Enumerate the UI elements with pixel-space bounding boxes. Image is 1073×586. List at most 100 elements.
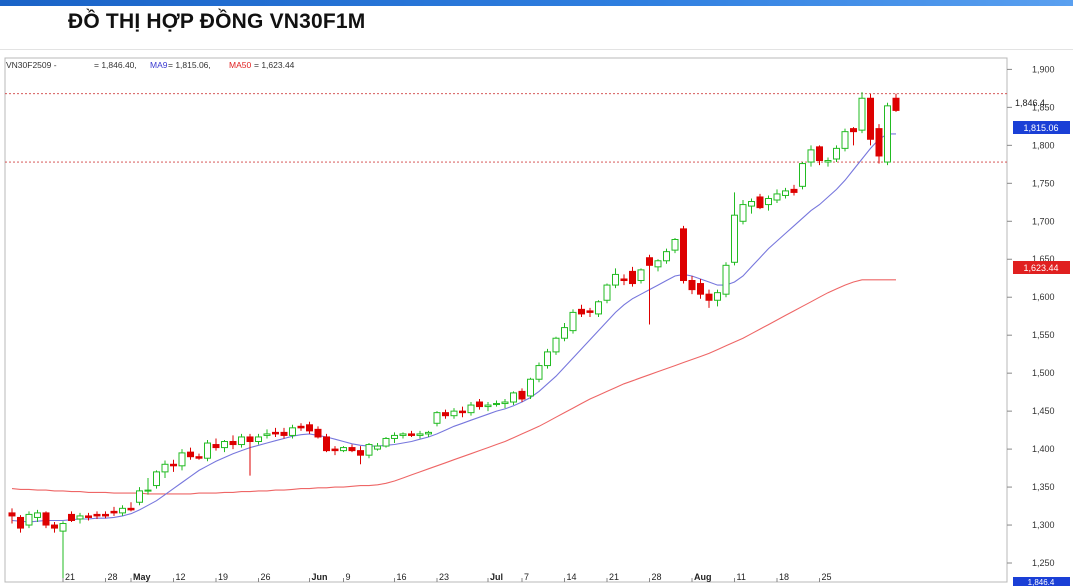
candle: [731, 192, 738, 266]
candle-body: [153, 471, 160, 487]
candle-body: [204, 442, 211, 459]
candle: [246, 433, 254, 476]
candle: [850, 127, 857, 146]
x-tick-label: 7: [524, 572, 529, 582]
candle-body: [255, 436, 262, 443]
header-divider: [0, 49, 1073, 50]
candle: [93, 511, 101, 519]
candle-body: [569, 311, 577, 332]
y-tick-label: 1,700: [1032, 216, 1055, 226]
candle-body: [331, 448, 339, 452]
candle-body: [484, 404, 492, 408]
candle-body: [408, 433, 415, 436]
candle-body: [136, 490, 143, 503]
candle: [340, 446, 347, 453]
candle: [127, 502, 135, 512]
x-tick-label: May: [133, 572, 151, 582]
candle: [221, 439, 228, 453]
candle: [518, 388, 526, 403]
candle-body: [493, 403, 500, 406]
candle-body: [892, 97, 900, 111]
candle-body: [561, 327, 568, 339]
candle: [807, 145, 815, 167]
candle-body: [450, 410, 458, 417]
candle: [535, 362, 543, 383]
candle-body: [756, 196, 764, 209]
candle-body: [654, 260, 662, 268]
candle: [425, 430, 432, 437]
x-tick-label: 21: [609, 572, 619, 582]
candlestick-chart: 1,900 1,850 1,800 1,750 1,700 1,650 1,600 1,550…: [4, 57, 1070, 586]
candle: [110, 506, 118, 516]
candle-body: [620, 278, 628, 282]
candle-body: [238, 436, 245, 446]
page-title: ĐỒ THỊ HỢP ĐỒNG VN30F1M: [68, 10, 366, 33]
candle: [867, 93, 874, 146]
y-tick-label: 1,800: [1032, 140, 1055, 150]
candle-body: [51, 524, 58, 529]
candle-body: [127, 507, 135, 511]
candle-body: [68, 513, 75, 521]
candle-body: [884, 105, 891, 163]
candle-body: [34, 512, 41, 518]
candle: [263, 429, 271, 439]
y-tick-label: 1,500: [1032, 368, 1055, 378]
candle-body: [340, 447, 347, 452]
x-tick-label: Aug: [694, 572, 712, 582]
candle-body: [816, 146, 823, 162]
x-tick-label: Jun: [312, 572, 328, 582]
candle: [382, 436, 390, 448]
candle-body: [289, 427, 296, 436]
y-tick-label: 1,850: [1032, 102, 1055, 112]
candle-body: [263, 433, 271, 436]
ma9-price-tag-text: 1,815.06: [1023, 123, 1058, 133]
candle-body: [765, 197, 772, 206]
candle: [654, 259, 662, 272]
candle-body: [552, 337, 560, 353]
candle: [306, 421, 313, 434]
candle: [255, 433, 262, 445]
candle: [756, 193, 764, 210]
x-tick-label: 18: [779, 572, 789, 582]
candle: [773, 189, 781, 204]
y-tick-label: 1,300: [1032, 520, 1055, 530]
candle: [272, 427, 279, 437]
candle: [450, 408, 458, 419]
candle-body: [348, 447, 356, 452]
bottom-price-tag-text: 1,846.4: [1028, 578, 1055, 586]
candle-body: [221, 441, 228, 449]
candle: [314, 426, 322, 439]
candle-body: [365, 444, 373, 456]
candle-body: [476, 401, 483, 408]
candle: [433, 411, 441, 427]
candle: [459, 406, 466, 418]
candle: [824, 157, 832, 167]
candle: [680, 225, 687, 284]
candle-body: [875, 128, 883, 157]
plot-area: [4, 57, 1008, 583]
candle-body: [527, 378, 534, 397]
x-tick-label: Jul: [490, 572, 503, 582]
candle: [833, 145, 840, 163]
candle-body: [110, 510, 118, 514]
candle: [552, 336, 560, 355]
candle-body: [42, 512, 50, 526]
x-tick-label: 12: [176, 572, 186, 582]
candle: [629, 266, 636, 287]
candle-body: [85, 515, 92, 518]
candle: [59, 521, 67, 579]
candle-body: [280, 431, 288, 436]
candle-body: [467, 404, 475, 414]
candle: [68, 511, 75, 523]
x-tick-label: 28: [652, 572, 662, 582]
y-tick-label: 1,400: [1032, 444, 1055, 454]
candle-body: [705, 293, 713, 301]
candle: [102, 511, 109, 519]
x-tick-label: 25: [822, 572, 832, 582]
candle-body: [824, 160, 832, 163]
candle-body: [671, 239, 679, 251]
candle: [544, 348, 551, 369]
legend-ma9-value: = 1,815.06,: [168, 60, 211, 70]
candle: [178, 449, 186, 471]
candle: [510, 391, 517, 406]
